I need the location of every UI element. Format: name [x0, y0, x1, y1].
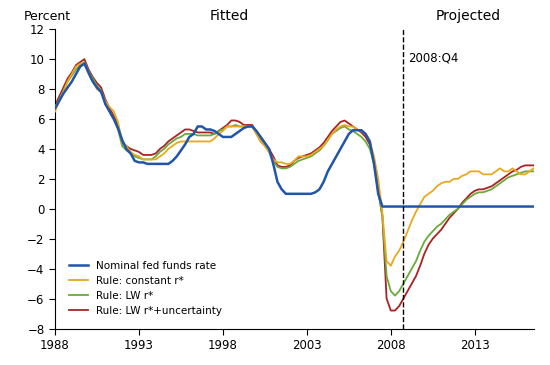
- Text: Percent: Percent: [24, 10, 71, 23]
- Text: 2008:Q4: 2008:Q4: [409, 51, 459, 65]
- Text: Projected: Projected: [436, 9, 501, 23]
- Text: Fitted: Fitted: [210, 9, 249, 23]
- Legend: Nominal fed funds rate, Rule: constant r*, Rule: LW r*, Rule: LW r*+uncertainty: Nominal fed funds rate, Rule: constant r…: [65, 256, 227, 320]
